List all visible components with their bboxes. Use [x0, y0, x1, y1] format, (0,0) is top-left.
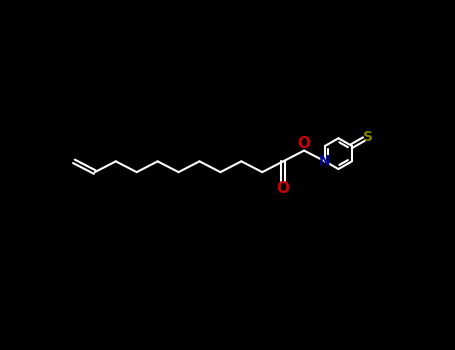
Text: N: N: [319, 154, 331, 168]
Text: S: S: [363, 130, 373, 144]
Text: O: O: [298, 136, 311, 151]
Text: O: O: [276, 181, 289, 196]
